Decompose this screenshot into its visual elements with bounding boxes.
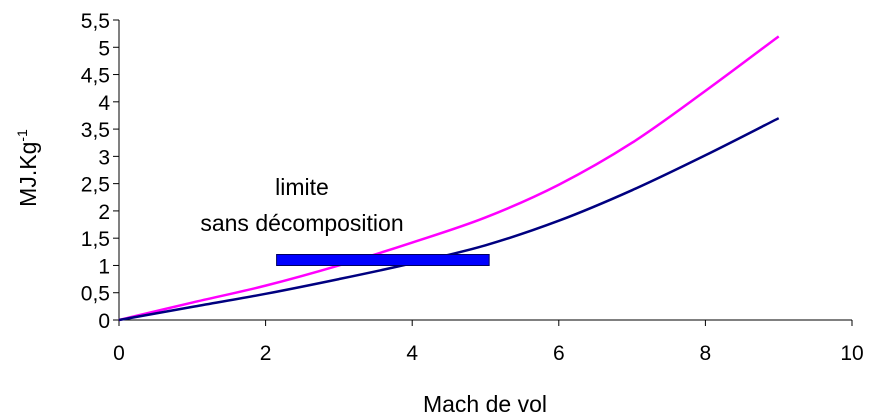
annotation-line2: sans décomposition: [200, 210, 403, 236]
x-axis-title: Mach de vol: [423, 391, 547, 417]
y-tick-label: 3: [98, 146, 110, 169]
series-line-1: [118, 35, 780, 322]
y-axis-title-superscript: -1: [14, 129, 30, 142]
y-axis-title: MJ.Kg-1: [14, 129, 41, 207]
series-line-2: [118, 117, 780, 322]
x-tick-label: 2: [260, 342, 272, 365]
y-tick-label: 5,5: [81, 10, 110, 33]
annotation-group: [276, 254, 490, 266]
y-ticks: 0 0,5 1 1,5 2 2,5 3 3,5 4 4,5 5 5,5: [81, 10, 119, 333]
x-tick-label: 6: [553, 342, 565, 365]
y-tick-label: 2: [98, 201, 110, 224]
x-tick-label: 10: [840, 342, 863, 365]
y-tick-label: 5: [98, 37, 110, 60]
limit-bar: [276, 254, 490, 266]
annotation-line1: limite: [275, 174, 329, 200]
y-tick-label: 1,5: [81, 228, 110, 251]
y-tick-label: 2,5: [81, 174, 110, 197]
series-group: [118, 35, 780, 322]
x-tick-label: 0: [113, 342, 125, 365]
y-tick-label: 1: [98, 255, 110, 278]
y-tick-label: 4,5: [81, 65, 110, 88]
y-tick-label: 0,5: [81, 283, 110, 306]
x-tick-label: 4: [406, 342, 418, 365]
axes: [118, 20, 852, 321]
x-ticks: 0 2 4 6 8 10: [113, 320, 864, 365]
x-tick-label: 8: [700, 342, 712, 365]
y-tick-label: 3,5: [81, 119, 110, 142]
y-axis-title-main: MJ.Kg: [15, 142, 41, 207]
y-tick-label: 4: [98, 92, 110, 115]
y-tick-label: 0: [98, 310, 110, 333]
